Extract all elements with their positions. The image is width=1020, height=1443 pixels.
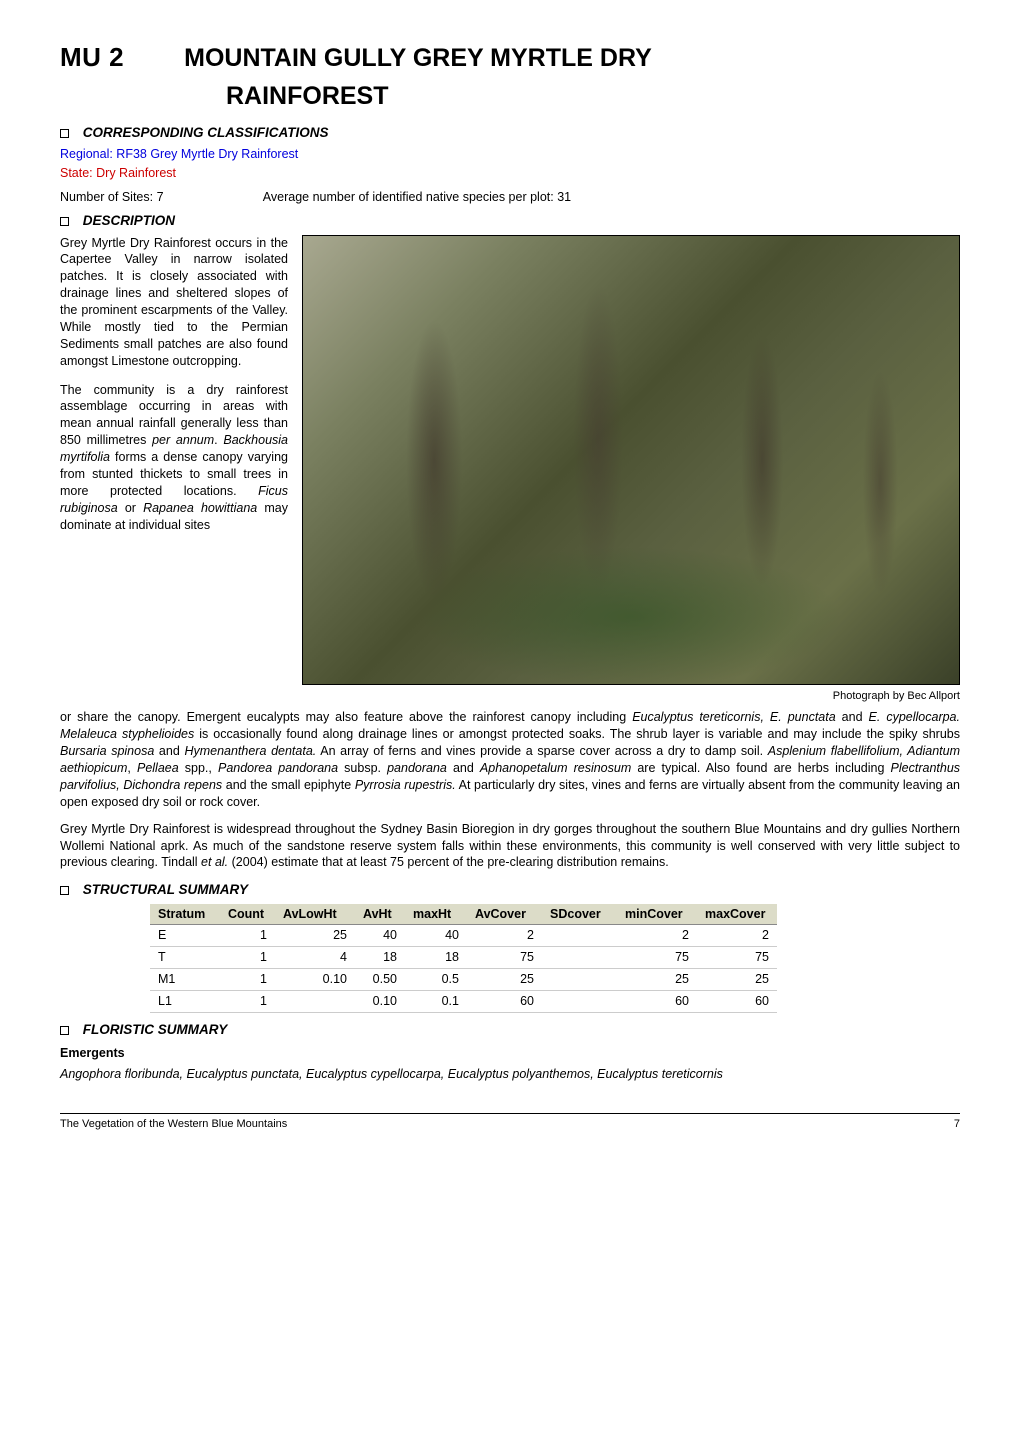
table-cell: 0.5 — [405, 969, 467, 991]
table-cell — [542, 991, 617, 1013]
table-cell: 75 — [467, 947, 542, 969]
table-header-cell: minCover — [617, 904, 697, 925]
mu-label: MU 2 — [60, 40, 124, 75]
heading-text: STRUCTURAL SUMMARY — [83, 882, 248, 897]
table-cell: E — [150, 925, 220, 947]
photo-rainforest — [302, 235, 960, 685]
table-cell: 0.10 — [275, 969, 355, 991]
table-row: E1254040222 — [150, 925, 777, 947]
site-info: Number of Sites: 7 Average number of ide… — [60, 189, 960, 206]
desc-p4: Grey Myrtle Dry Rainforest is widespread… — [60, 821, 960, 872]
desc-p2-text: . — [214, 433, 223, 447]
main-title-line2: RAINFOREST — [226, 80, 960, 114]
table-cell: 25 — [697, 969, 777, 991]
table-cell: 25 — [275, 925, 355, 947]
heading-text: FLORISTIC SUMMARY — [83, 1022, 228, 1037]
table-cell: T — [150, 947, 220, 969]
table-cell: 0.10 — [355, 991, 405, 1013]
table-cell: 60 — [467, 991, 542, 1013]
table-cell: 18 — [405, 947, 467, 969]
table-header-cell: AvLowHt — [275, 904, 355, 925]
classification-state: State: Dry Rainforest — [60, 165, 960, 182]
desc-p2-em: per annum — [152, 433, 214, 447]
table-cell: 2 — [697, 925, 777, 947]
desc-p3: or share the canopy. Emergent eucalypts … — [60, 709, 960, 810]
table-header-cell: Stratum — [150, 904, 220, 925]
table-cell: 0.1 — [405, 991, 467, 1013]
table-cell: 25 — [617, 969, 697, 991]
table-row: T141818757575 — [150, 947, 777, 969]
table-cell: 1 — [220, 925, 275, 947]
heading-text: CORRESPONDING CLASSIFICATIONS — [83, 125, 329, 140]
heading-corresponding: CORRESPONDING CLASSIFICATIONS — [60, 124, 960, 142]
table-cell: 60 — [697, 991, 777, 1013]
table-cell: 18 — [355, 947, 405, 969]
footer-left: The Vegetation of the Western Blue Mount… — [60, 1117, 287, 1132]
page-title-row: MU 2 MOUNTAIN GULLY GREY MYRTLE DRY — [60, 40, 960, 76]
description-right-column: Photograph by Bec Allport — [302, 235, 960, 704]
heading-structural: STRUCTURAL SUMMARY — [60, 881, 960, 899]
table-cell: 2 — [467, 925, 542, 947]
description-block: Grey Myrtle Dry Rainforest occurs in the… — [60, 235, 960, 704]
desc-p1: Grey Myrtle Dry Rainforest occurs in the… — [60, 235, 288, 370]
table-cell: 1 — [220, 947, 275, 969]
bullet-icon — [60, 1026, 69, 1035]
table-cell — [275, 991, 355, 1013]
table-header-cell: AvCover — [467, 904, 542, 925]
emergents-species: Angophora floribunda, Eucalyptus punctat… — [60, 1066, 960, 1083]
table-header-cell: maxCover — [697, 904, 777, 925]
table-header-cell: SDcover — [542, 904, 617, 925]
table-header-cell: AvHt — [355, 904, 405, 925]
table-cell: 40 — [405, 925, 467, 947]
table-cell: 75 — [697, 947, 777, 969]
avg-species: Average number of identified native spec… — [263, 190, 571, 204]
main-title-line1: MOUNTAIN GULLY GREY MYRTLE DRY — [184, 42, 652, 76]
table-cell: 75 — [617, 947, 697, 969]
table-cell: 4 — [275, 947, 355, 969]
table-header-cell: Count — [220, 904, 275, 925]
structural-table: StratumCountAvLowHtAvHtmaxHtAvCoverSDcov… — [150, 904, 777, 1013]
table-cell: 0.50 — [355, 969, 405, 991]
table-header-cell: maxHt — [405, 904, 467, 925]
desc-p2: The community is a dry rainforest assemb… — [60, 382, 288, 534]
table-cell — [542, 947, 617, 969]
photo-caption: Photograph by Bec Allport — [302, 689, 960, 704]
page-footer: The Vegetation of the Western Blue Mount… — [60, 1114, 960, 1132]
table-cell — [542, 925, 617, 947]
table-cell: 25 — [467, 969, 542, 991]
bullet-icon — [60, 129, 69, 138]
footer-page-number: 7 — [954, 1117, 960, 1132]
heading-description: DESCRIPTION — [60, 212, 960, 230]
table-cell: 40 — [355, 925, 405, 947]
site-count: Number of Sites: 7 — [60, 189, 260, 206]
table-cell: M1 — [150, 969, 220, 991]
desc-p2-em: Rapanea howittiana — [143, 501, 257, 515]
table-header-row: StratumCountAvLowHtAvHtmaxHtAvCoverSDcov… — [150, 904, 777, 925]
table-row: L110.100.1606060 — [150, 991, 777, 1013]
desc-p2-text: or — [118, 501, 143, 515]
emergents-label: Emergents — [60, 1045, 960, 1062]
table-cell: 1 — [220, 991, 275, 1013]
heading-text: DESCRIPTION — [83, 213, 175, 228]
classification-regional: Regional: RF38 Grey Myrtle Dry Rainfores… — [60, 146, 960, 163]
table-cell: 2 — [617, 925, 697, 947]
table-cell: L1 — [150, 991, 220, 1013]
table-cell: 60 — [617, 991, 697, 1013]
table-cell — [542, 969, 617, 991]
table-row: M110.100.500.5252525 — [150, 969, 777, 991]
table-cell: 1 — [220, 969, 275, 991]
bullet-icon — [60, 217, 69, 226]
description-left-column: Grey Myrtle Dry Rainforest occurs in the… — [60, 235, 288, 704]
bullet-icon — [60, 886, 69, 895]
heading-floristic: FLORISTIC SUMMARY — [60, 1021, 960, 1039]
